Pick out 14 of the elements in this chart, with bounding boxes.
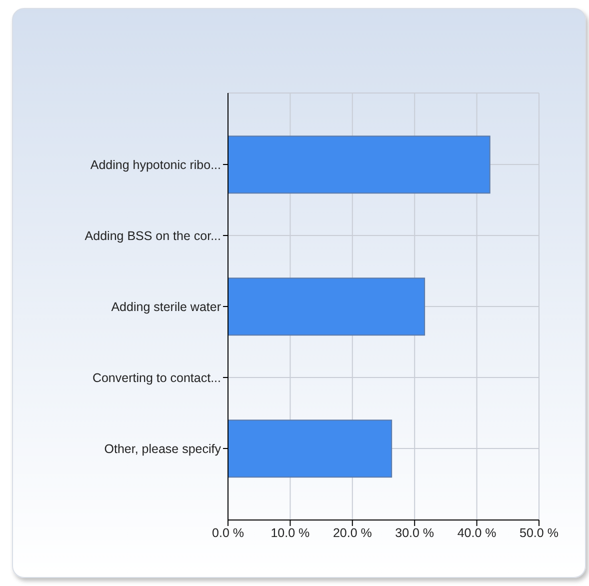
x-tick-label: 10.0 % [270,526,310,540]
x-tick-label: 0.0 % [212,526,244,540]
bar [228,420,392,478]
y-tick-label: Other, please specify [104,442,222,456]
y-tick-label: Converting to contact... [92,370,221,385]
y-tick-label: Adding BSS on the cor... [84,228,221,243]
bar [228,278,426,336]
x-tick-label: 40.0 % [457,526,496,540]
x-tick-label: 30.0 % [395,526,434,540]
x-tick-label: 20.0 % [332,526,372,540]
y-tick-label: Adding sterile water [111,300,221,314]
x-tick-label: 50.0 % [520,526,558,540]
bar [228,136,490,194]
y-tick-label: Adding hypotonic ribo... [90,158,221,172]
